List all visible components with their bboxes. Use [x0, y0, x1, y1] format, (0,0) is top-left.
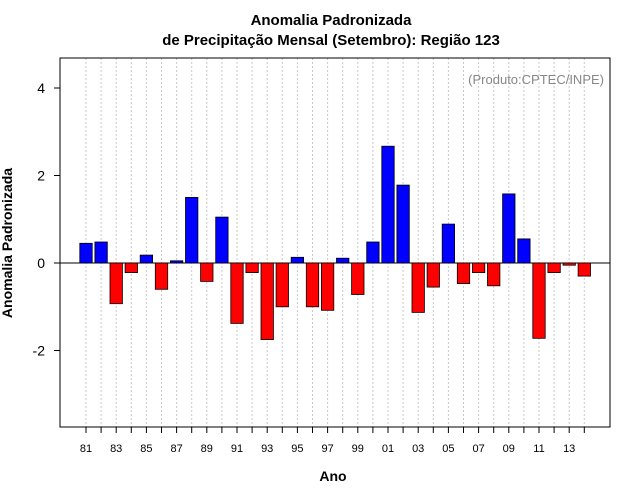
bar-03: [411, 262, 425, 313]
bar-02: [396, 184, 410, 264]
bar-82: [94, 241, 108, 264]
x-axis: 81 83 85 87 89 91 93 95 97 99 01 03 05 07 09 11 13: [80, 427, 585, 455]
x-axis-label: Ano: [319, 468, 346, 484]
y-tick-label: 2: [37, 168, 45, 184]
chart-title: Anomalia Padronizada: [251, 12, 413, 29]
y-axis-label: Anomalia Padronizada: [0, 168, 15, 318]
x-tick-label: 93: [261, 443, 273, 455]
bar-93: [260, 262, 274, 340]
bar-91: [230, 262, 244, 324]
bars-group: [79, 145, 591, 340]
bar-12: [547, 262, 561, 274]
bar-98: [336, 257, 350, 264]
x-tick-label: 05: [442, 443, 454, 455]
bar-88: [185, 196, 199, 264]
bar-08: [487, 262, 501, 287]
x-tick-label: 95: [291, 443, 303, 455]
x-tick-label: 07: [472, 443, 484, 455]
x-tick-label: 89: [201, 443, 213, 455]
chart-subtitle: de Precipitação Mensal (Setembro): Regiã…: [162, 32, 500, 49]
x-tick-label: 01: [382, 443, 394, 455]
x-tick-label: 97: [321, 443, 333, 455]
bar-05: [441, 223, 456, 264]
bar-86: [154, 262, 169, 290]
bar-99: [351, 262, 365, 295]
bar-85: [139, 254, 153, 264]
bar-01: [381, 145, 395, 264]
bar-84: [124, 262, 138, 274]
bar-06: [456, 262, 471, 285]
bar-95: [290, 256, 305, 264]
bar-04: [426, 262, 440, 288]
bar-94: [275, 262, 289, 308]
y-tick-label: -2: [33, 343, 46, 359]
bar-97: [320, 262, 335, 311]
bar-11: [532, 262, 546, 339]
credit-text: (Produto:CPTEC/INPE): [468, 72, 604, 87]
bar-89: [200, 262, 214, 282]
bar-87: [169, 260, 184, 264]
bar-96: [305, 262, 320, 308]
plot-frame: [59, 57, 611, 428]
x-tick-label: 13: [563, 443, 575, 455]
bar-00: [366, 241, 380, 264]
bar-83: [109, 262, 123, 305]
bar-92: [245, 262, 259, 274]
y-tick-label: 0: [37, 255, 45, 271]
x-tick-label: 03: [412, 443, 424, 455]
y-axis: -2 0 2 4: [33, 80, 60, 359]
x-tick-label: 83: [110, 443, 122, 455]
x-tick-label: 11: [533, 443, 544, 455]
x-tick-label: 81: [80, 443, 92, 455]
x-tick-label: 09: [503, 443, 515, 455]
bar-09: [502, 193, 516, 264]
x-tick-label: 85: [140, 443, 152, 455]
bar-13: [562, 262, 576, 266]
x-tick-label: 99: [352, 443, 364, 455]
bar-10: [517, 238, 531, 264]
bar-07: [471, 262, 486, 274]
bar-14: [577, 262, 591, 277]
x-tick-label: 91: [231, 443, 243, 455]
bar-90: [215, 216, 229, 264]
x-tick-label: 87: [170, 443, 182, 455]
bar-81: [79, 242, 93, 264]
y-tick-label: 4: [37, 80, 45, 96]
